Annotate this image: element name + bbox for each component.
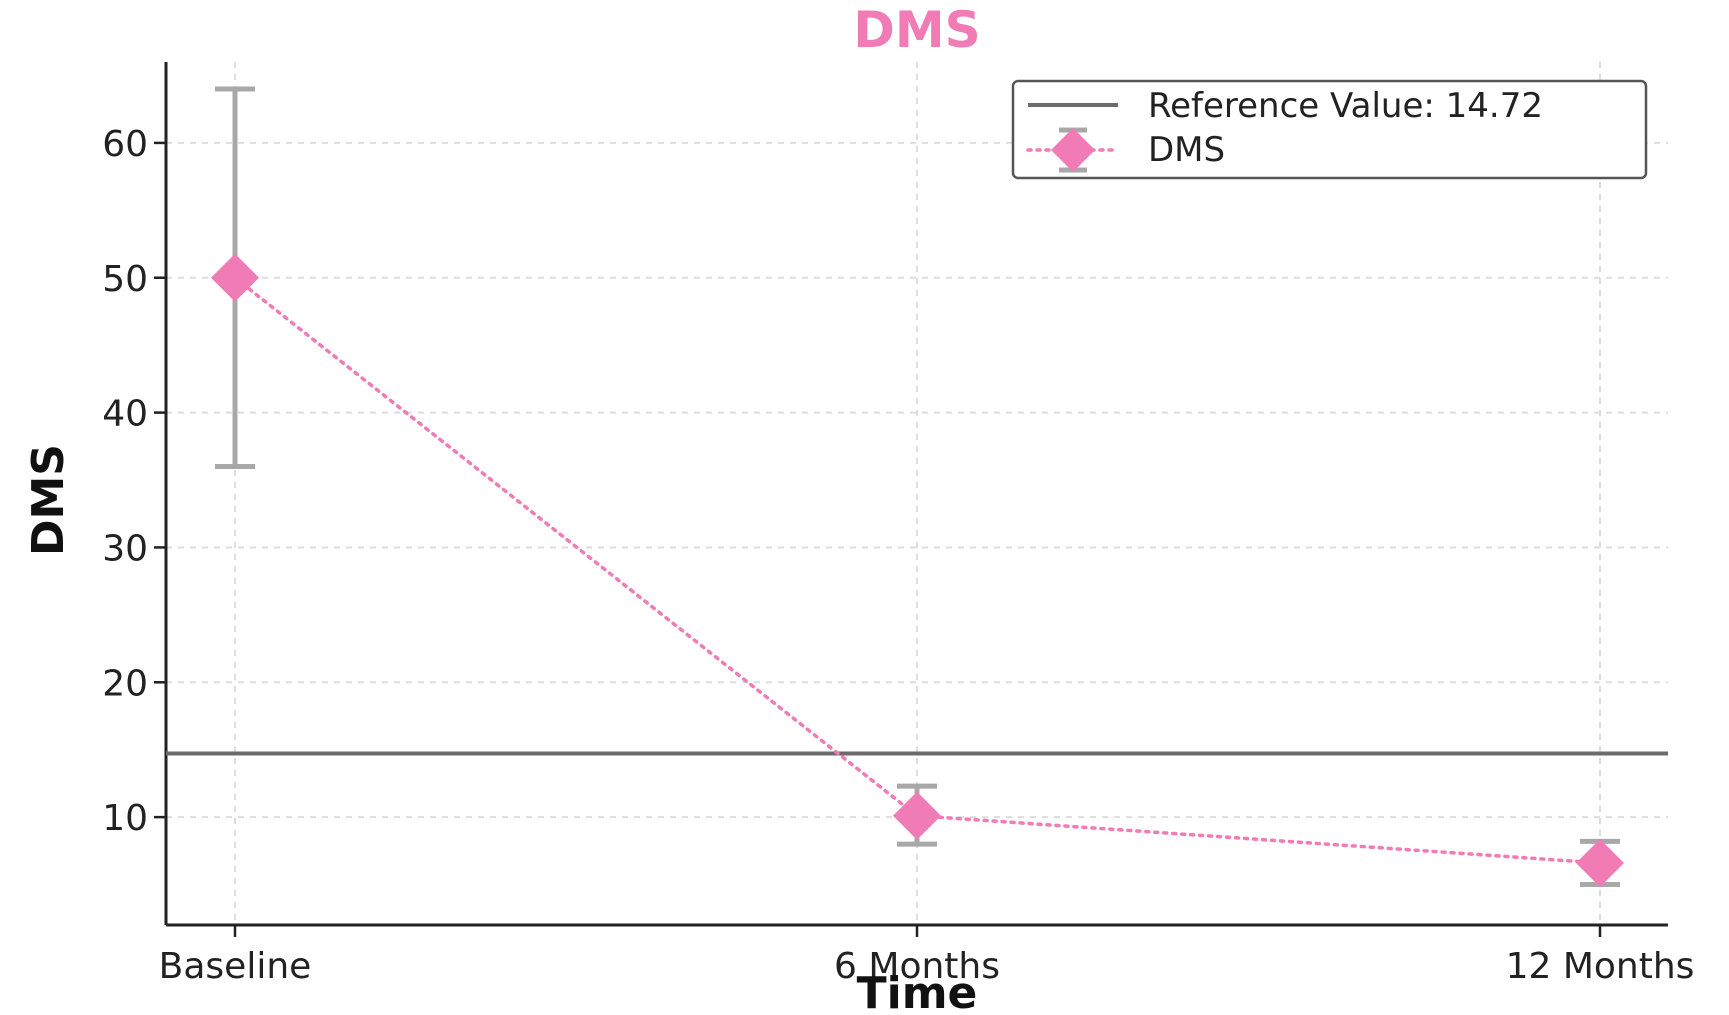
y-tick-label: 40: [102, 394, 148, 435]
legend-marker: [1051, 128, 1095, 172]
y-tick-label: 30: [102, 528, 148, 569]
legend-series-swatch: [1026, 127, 1120, 173]
legend-box: [1011, 79, 1648, 180]
data-point-marker: [211, 253, 259, 302]
y-tick-label: 20: [102, 663, 148, 704]
chart-title: DMS: [853, 1, 980, 59]
y-tick-label: 10: [102, 798, 148, 839]
y-axis-title: DMS: [23, 444, 74, 556]
data-point-marker: [893, 791, 941, 840]
legend: Reference Value: 14.72 DMS: [1011, 79, 1648, 180]
y-tick-label: 60: [102, 124, 148, 165]
legend-reference-label: Reference Value: 14.72: [1148, 86, 1543, 126]
y-ticks: 10 20 30 40 50 60: [102, 124, 166, 839]
legend-series-label: DMS: [1148, 130, 1225, 170]
data-point-marker: [1576, 838, 1624, 887]
x-tick-label: 6 Months: [834, 946, 1000, 987]
x-ticks: Baseline 6 Months 12 Months: [159, 925, 1695, 987]
x-tick-label: 12 Months: [1506, 946, 1695, 987]
x-tick-label: Baseline: [159, 946, 312, 987]
series-group: [211, 86, 1624, 888]
x-axis-title: Time: [857, 968, 978, 1015]
y-tick-label: 50: [102, 259, 148, 300]
